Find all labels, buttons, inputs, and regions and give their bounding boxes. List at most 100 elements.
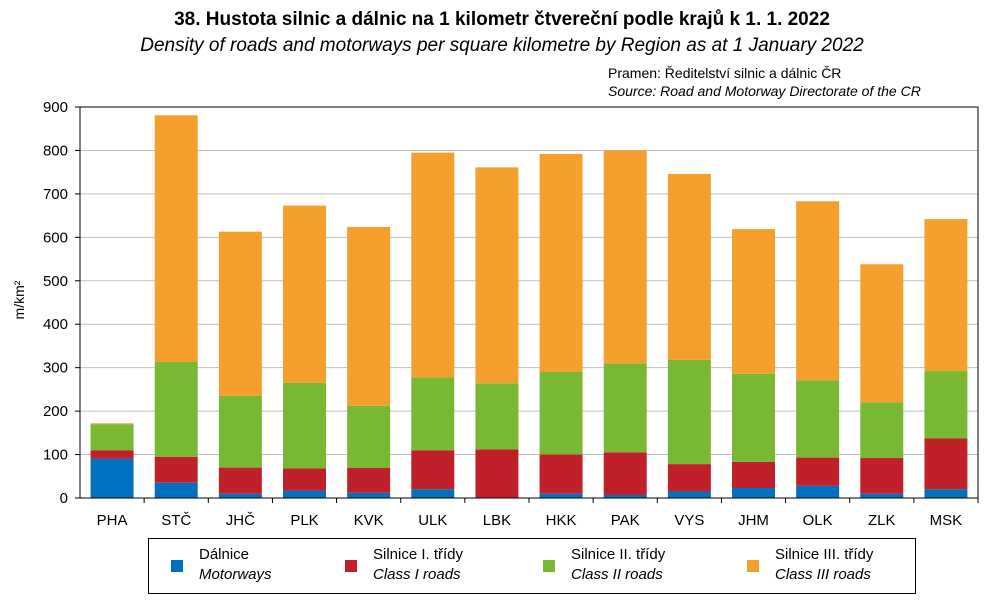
legend-label-en: Motorways [199,566,272,583]
legend-label-en: Class I roads [373,566,461,583]
y-axis-label: m/km² [11,280,27,319]
bar-segment-PAK-4 [603,150,647,364]
bar-segment-ZLK-2 [860,458,904,494]
bar-segment-MSK-3 [924,371,968,439]
legend-label: Silnice III. třídy Class III roads [775,545,873,585]
x-tick-label-PAK: PAK [611,512,640,529]
bar-segment-ZLK-1 [860,493,904,498]
bar-segment-HKK-3 [539,372,583,455]
x-tick-label-MSK: MSK [930,512,963,529]
bar-segment-PHA-1 [90,458,134,498]
bar-segment-VYS-3 [667,359,711,465]
bar-segment-PLK-1 [283,490,326,498]
bar-segment-LBK-4 [475,167,519,384]
bar-segment-JHČ-2 [218,467,262,494]
legend-label-cz: Silnice III. třídy [775,546,874,563]
bar-segment-VYS-1 [667,491,711,498]
bar-segment-OLK-2 [796,457,840,486]
bar-segment-PLK-4 [283,205,326,383]
bar-segment-LBK-2 [475,449,519,498]
bar-segment-JHČ-4 [218,231,262,396]
axes [79,106,979,499]
x-tick-label-KVK: KVK [354,512,384,529]
bar-segment-STČ-2 [154,456,198,483]
x-tick-labels: PHA STČ JHČ PLK KVK ULK LBK HKK PAK VYS JHM OLK ZLK M… [97,512,963,529]
bar-segment-PAK-3 [603,363,647,453]
y-tick-labels: 0 100 200 300 400 500 600 700 800 900 [43,99,68,507]
x-tick-label-OLK: OLK [803,512,833,529]
x-tick-label-HKK: HKK [546,512,577,529]
legend-label-en: Class III roads [775,566,871,583]
y-tick-label: 400 [43,316,68,333]
bar-segment-STČ-3 [154,362,198,457]
bar-segment-OLK-3 [796,380,840,458]
x-tick-label-ULK: ULK [418,512,447,529]
legend-label: Silnice II. třídy Class II roads [571,545,665,585]
bar-segment-STČ-4 [154,115,198,363]
y-tick-label: 900 [43,99,68,116]
bar-segment-PAK-2 [603,452,647,495]
x-tick-label-ZLK: ZLK [868,512,896,529]
gridlines [75,106,979,503]
bars [90,115,968,498]
bar-segment-OLK-4 [796,201,840,381]
chart-subtitle: Density of roads and motorways per squar… [140,35,864,56]
legend-label-cz: Silnice II. třídy [571,546,666,563]
y-tick-label: 100 [43,447,68,464]
x-tick-label-LBK: LBK [483,512,511,529]
bar-segment-PHA-3 [90,424,134,451]
source-cz: Pramen: Ředitelství silnic a dálnic ČR [608,65,842,81]
bar-segment-MSK-2 [924,438,968,490]
chart-title: 38. Hustota silnic a dálnic na 1 kilomet… [174,9,830,30]
bar-segment-ULK-1 [411,489,455,498]
y-tick-label: 0 [60,490,68,507]
bar-segment-OLK-1 [796,485,840,498]
bar-segment-PAK-1 [603,494,647,498]
bar-segment-JHČ-3 [218,395,262,468]
bar-segment-KVK-3 [347,405,391,469]
bar-segment-JHM-4 [732,229,775,374]
x-tick-label-JHČ: JHČ [226,512,255,529]
bar-segment-ULK-4 [411,152,455,378]
bar-segment-STČ-1 [154,482,198,498]
x-tick-label-VYS: VYS [674,512,704,529]
x-tick-label-JHM: JHM [738,512,769,529]
bar-segment-VYS-4 [667,173,711,360]
x-tick-label-PLK: PLK [290,512,318,529]
bar-segment-ZLK-3 [860,402,904,459]
bar-segment-VYS-2 [667,464,711,492]
y-tick-label: 800 [43,142,68,159]
bar-segment-KVK-4 [347,226,391,406]
bar-segment-JHM-3 [732,373,775,462]
legend-label-cz: Dálnice [199,546,250,563]
legend-label: Silnice I. třídy Class I roads [373,545,463,585]
y-tick-label: 300 [43,360,68,377]
legend-swatch [171,560,183,572]
bar-segment-JHM-1 [732,488,775,498]
bar-segment-MSK-4 [924,219,968,372]
x-tick-label-STČ: STČ [161,512,191,529]
bar-segment-HKK-2 [539,454,583,494]
bar-segment-HKK-4 [539,153,583,373]
y-tick-label: 500 [43,273,68,290]
bar-segment-MSK-1 [924,489,968,498]
bar-segment-KVK-1 [347,492,391,498]
bar-segment-ULK-3 [411,377,455,451]
legend-label: Dálnice Motorways [199,545,272,585]
legend-label-cz: Silnice I. třídy [373,546,464,563]
source-en: Source: Road and Motorway Directorate of… [608,83,921,99]
y-tick-label: 200 [43,403,68,420]
bar-segment-ULK-2 [411,450,455,490]
y-tick-label: 600 [43,229,68,246]
bar-segment-HKK-1 [539,493,583,498]
bar-segment-ZLK-4 [860,264,904,403]
legend-swatch [345,560,357,572]
legend-swatch [543,560,555,572]
y-tick-label: 700 [43,186,68,203]
bar-segment-PLK-3 [283,382,326,469]
bar-segment-KVK-2 [347,468,391,493]
legend: Dálnice Motorways Silnice I. třídy Class I … [148,538,916,594]
legend-swatch [747,560,759,572]
x-tick-label-PHA: PHA [97,512,128,529]
